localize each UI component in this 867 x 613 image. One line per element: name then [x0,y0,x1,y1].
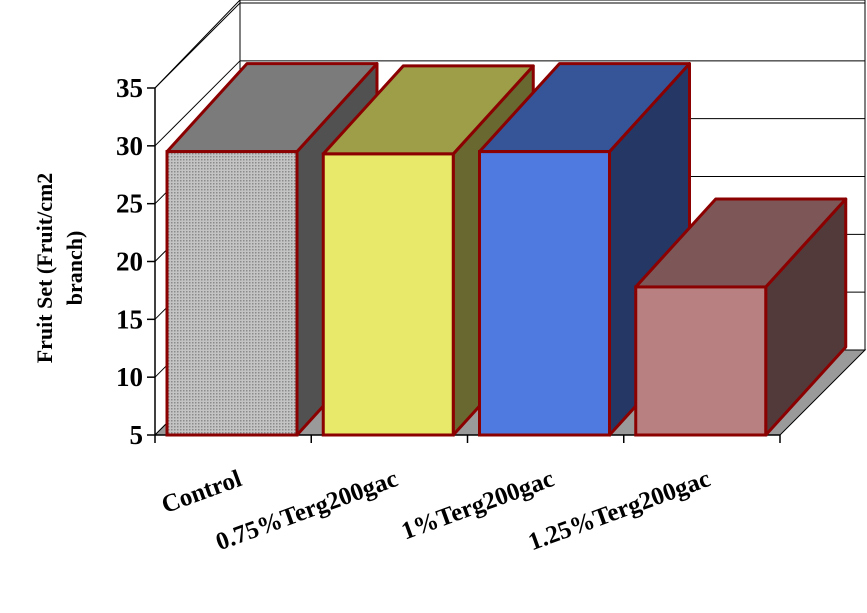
bar-front [478,150,611,437]
bar-front [634,285,768,437]
x-category-label: Control [158,465,245,519]
gridline [154,2,865,89]
gridline [154,60,865,147]
y-tick-label: 30 [116,131,143,161]
bar-1-25-terg200gac [634,197,848,437]
y-axis-title-line1: Fruit Set (Fruit/cm2 [32,173,57,364]
y-tick-label: 20 [116,247,143,277]
y-tick-label: 25 [116,189,143,219]
bar-front [321,152,455,437]
y-tick-label: 15 [116,304,143,334]
bar-front [165,150,299,437]
y-tick-label: 10 [116,362,143,392]
y-tick-label: 5 [130,420,144,450]
y-tick-label: 35 [116,73,143,103]
y-tick-labels: 5 10 15 20 25 30 35 [116,73,143,450]
bars [165,62,848,437]
x-category-labels: Control0.75%Terg200gac1%Terg200gac1.25%T… [158,465,714,556]
y-axis-title-line2: branch) [62,231,87,306]
